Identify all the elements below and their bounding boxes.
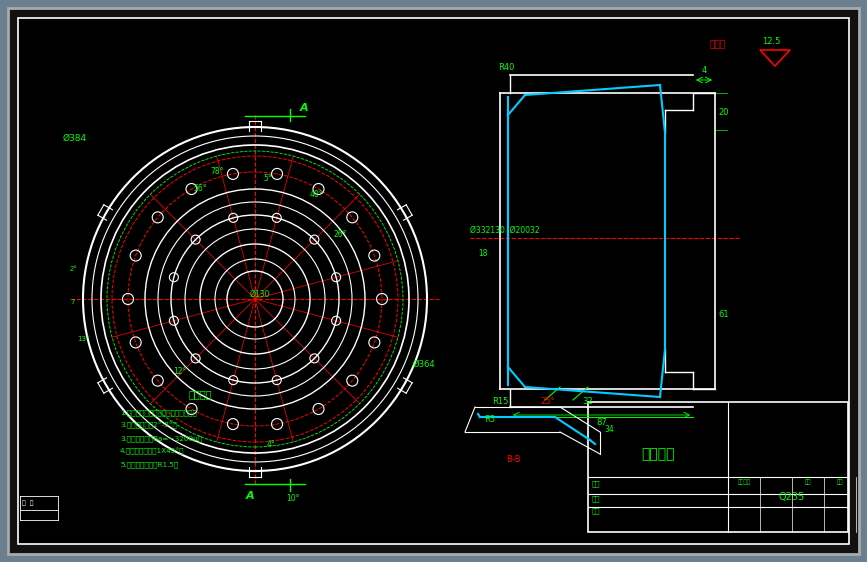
Text: Ø364: Ø364 xyxy=(413,360,435,369)
Text: 日  期: 日 期 xyxy=(22,500,34,506)
Text: 其余：: 其余： xyxy=(710,40,727,49)
Text: A: A xyxy=(300,103,309,113)
Text: 40°: 40° xyxy=(310,190,323,199)
Text: 4: 4 xyxy=(701,66,707,75)
Text: 7: 7 xyxy=(70,299,75,305)
Text: 18: 18 xyxy=(479,249,488,258)
Text: 10°: 10° xyxy=(286,494,300,503)
Text: 4°: 4° xyxy=(267,440,276,449)
Text: B-B: B-B xyxy=(505,455,520,464)
Text: 61: 61 xyxy=(718,310,728,319)
Text: 26°: 26° xyxy=(333,230,347,239)
Text: 审核: 审核 xyxy=(592,507,601,514)
Text: R5: R5 xyxy=(484,415,495,424)
Text: Q235: Q235 xyxy=(779,492,805,502)
Text: 4.未注铸造圆角为1X45°。: 4.未注铸造圆角为1X45°。 xyxy=(120,447,185,455)
Text: 设计: 设计 xyxy=(592,480,601,487)
Text: 25°: 25° xyxy=(541,397,555,406)
Text: 87: 87 xyxy=(596,418,607,427)
Text: 比例: 比例 xyxy=(837,479,844,485)
Text: 32: 32 xyxy=(583,397,593,406)
Text: 3.表面粗糙度，Ra=~3200μ。: 3.表面粗糙度，Ra=~3200μ。 xyxy=(120,435,202,442)
Text: 3.未注拔模斜度2°-3°；: 3.未注拔模斜度2°-3°； xyxy=(120,422,177,429)
Text: A: A xyxy=(245,491,254,501)
Text: 13°: 13° xyxy=(77,336,89,342)
Text: 20: 20 xyxy=(718,108,728,117)
Text: 离合器盖: 离合器盖 xyxy=(642,447,675,461)
Text: 12.5: 12.5 xyxy=(762,37,780,46)
Text: 2°: 2° xyxy=(70,266,78,272)
Text: 34: 34 xyxy=(604,425,614,434)
Text: 5.未注圆角半径为R1.5。: 5.未注圆角半径为R1.5。 xyxy=(120,461,179,468)
Text: 5°: 5° xyxy=(263,174,271,183)
Text: Ø332130  Ø20032: Ø332130 Ø20032 xyxy=(470,226,539,235)
Text: 12°: 12° xyxy=(173,367,186,376)
Text: 78°: 78° xyxy=(210,167,224,176)
Text: Ø130: Ø130 xyxy=(250,290,271,299)
Text: 图样比它: 图样比它 xyxy=(738,479,751,485)
Bar xyxy=(588,402,848,532)
Text: Ø384: Ø384 xyxy=(63,134,87,143)
Text: R15: R15 xyxy=(492,397,508,406)
Text: 底版: 底版 xyxy=(805,479,812,485)
Text: 技术要求: 技术要求 xyxy=(188,389,212,399)
Text: 校对: 校对 xyxy=(592,495,601,502)
Text: R40: R40 xyxy=(498,63,514,72)
Text: 1.加工后的零件不允许有毛刺、飞边。: 1.加工后的零件不允许有毛刺、飞边。 xyxy=(120,409,197,416)
Text: 56°: 56° xyxy=(193,184,206,193)
